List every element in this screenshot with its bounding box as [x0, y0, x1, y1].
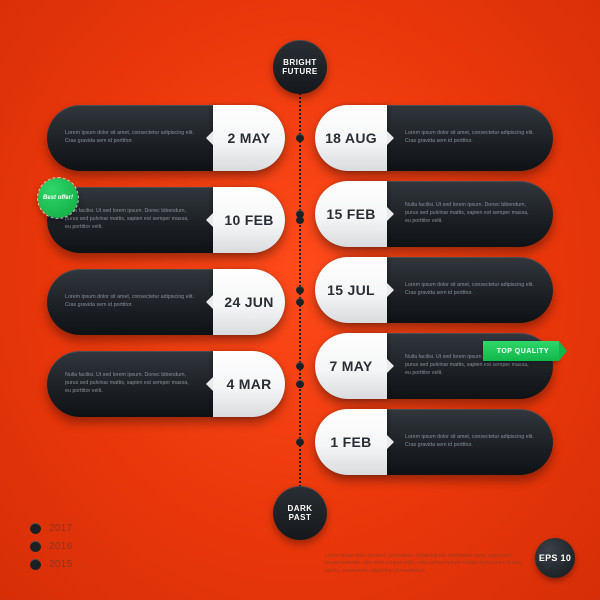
axis-dot: [296, 286, 304, 294]
legend-bullet-icon: [30, 559, 41, 570]
date-chip: 24 JUN: [213, 269, 285, 335]
timeline-pill: 24 JUNLorem ipsum dolor sit amet, consec…: [47, 269, 285, 335]
timeline-pill: 1 FEBLorem ipsum dolor sit amet, consect…: [315, 409, 553, 475]
axis-dot: [296, 438, 304, 446]
cap-top-line1: BRIGHT: [282, 58, 317, 67]
eps-label: EPS 10: [539, 553, 571, 563]
axis-dot: [296, 298, 304, 306]
legend-bullet-icon: [30, 523, 41, 534]
timeline-item: 4 MARNulla facilisi. Ut sed lorem ipsum.…: [47, 351, 285, 417]
axis-dot: [296, 380, 304, 388]
legend-label: 2017: [49, 523, 72, 534]
cap-top-line2: FUTURE: [282, 67, 317, 76]
timeline-pill: 7 MAYNulla facilisi. Ut sed lorem ipsum.…: [315, 333, 553, 399]
timeline-item: 7 MAYNulla facilisi. Ut sed lorem ipsum.…: [315, 333, 553, 399]
date-chip: 15 FEB: [315, 181, 387, 247]
footer-text: Lorem ipsum dolor sit amet, consectetur …: [325, 553, 525, 576]
date-chip: 15 JUL: [315, 257, 387, 323]
legend-label: 2016: [49, 541, 72, 552]
legend-item: 2015: [30, 559, 72, 570]
axis-dot: [296, 134, 304, 142]
timeline-item: 2 MAYLorem ipsum dolor sit amet, consect…: [47, 105, 285, 171]
accent-badge-ribbon: TOP QUALITY: [483, 341, 559, 361]
timeline-pill: 2 MAYLorem ipsum dolor sit amet, consect…: [47, 105, 285, 171]
date-chip: 7 MAY: [315, 333, 387, 399]
cap-bottom-line2: PAST: [287, 513, 312, 522]
legend-item: 2017: [30, 523, 72, 534]
axis-dot: [296, 362, 304, 370]
item-body-text: Lorem ipsum dolor sit amet, consectetur …: [387, 257, 553, 323]
date-chip: 1 FEB: [315, 409, 387, 475]
date-chip: 4 MAR: [213, 351, 285, 417]
date-chip: 2 MAY: [213, 105, 285, 171]
item-body-text: Lorem ipsum dolor sit amet, consectetur …: [47, 269, 213, 335]
timeline-pill: 10 FEBNulla facilisi. Ut sed lorem ipsum…: [47, 187, 285, 253]
item-body-text: Nulla facilisi. Ut sed lorem ipsum. Done…: [47, 351, 213, 417]
timeline-pill: 15 JULLorem ipsum dolor sit amet, consec…: [315, 257, 553, 323]
timeline-item: 15 FEBNulla facilisi. Ut sed lorem ipsum…: [315, 181, 553, 247]
accent-badge-round: Best offer!: [37, 177, 79, 219]
cap-bottom-line1: DARK: [287, 504, 312, 513]
timeline-item: 24 JUNLorem ipsum dolor sit amet, consec…: [47, 269, 285, 335]
eps-badge: EPS 10: [535, 538, 575, 578]
axis-dot: [296, 210, 304, 218]
item-body-text: Lorem ipsum dolor sit amet, consectetur …: [47, 105, 213, 171]
date-chip: 18 AUG: [315, 105, 387, 171]
legend: 2017 2016 2015: [30, 523, 72, 570]
timeline-pill: 18 AUGLorem ipsum dolor sit amet, consec…: [315, 105, 553, 171]
timeline-cap-top: BRIGHT FUTURE: [273, 40, 327, 94]
item-body-text: Lorem ipsum dolor sit amet, consectetur …: [387, 105, 553, 171]
legend-bullet-icon: [30, 541, 41, 552]
timeline-item: 15 JULLorem ipsum dolor sit amet, consec…: [315, 257, 553, 323]
timeline-pill: 15 FEBNulla facilisi. Ut sed lorem ipsum…: [315, 181, 553, 247]
timeline-item: 18 AUGLorem ipsum dolor sit amet, consec…: [315, 105, 553, 171]
timeline-item: 1 FEBLorem ipsum dolor sit amet, consect…: [315, 409, 553, 475]
legend-label: 2015: [49, 559, 72, 570]
timeline-cap-bottom: DARK PAST: [273, 486, 327, 540]
date-chip: 10 FEB: [213, 187, 285, 253]
timeline-item: 10 FEBNulla facilisi. Ut sed lorem ipsum…: [47, 187, 285, 253]
item-body-text: Lorem ipsum dolor sit amet, consectetur …: [387, 409, 553, 475]
timeline-pill: 4 MARNulla facilisi. Ut sed lorem ipsum.…: [47, 351, 285, 417]
item-body-text: Nulla facilisi. Ut sed lorem ipsum. Done…: [387, 181, 553, 247]
legend-item: 2016: [30, 541, 72, 552]
